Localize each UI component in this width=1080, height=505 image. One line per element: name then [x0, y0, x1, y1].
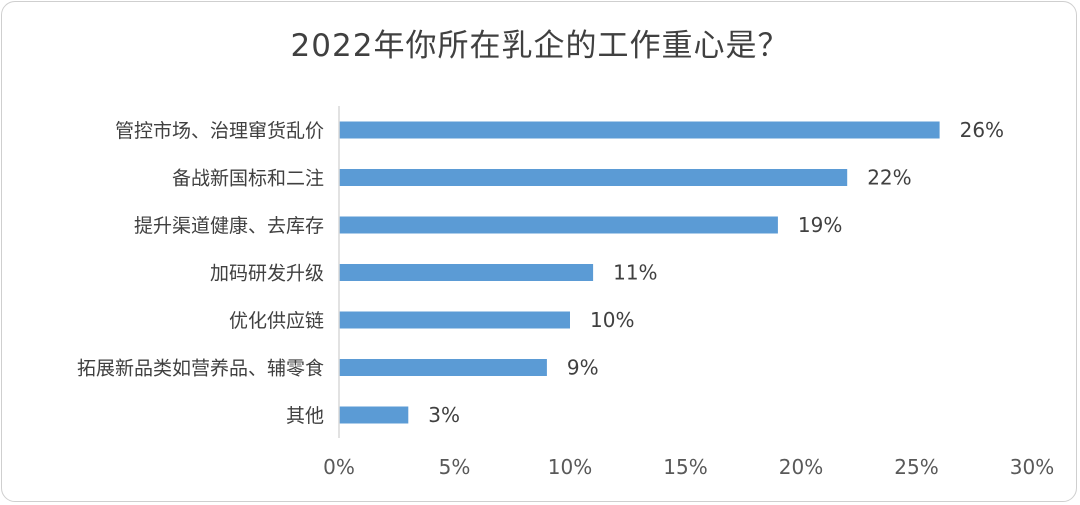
bar-6 — [339, 406, 409, 424]
value-label-6: 3% — [428, 403, 460, 427]
x-tick-label-5: 25% — [894, 455, 938, 479]
bar-4 — [339, 311, 570, 329]
bar-1 — [339, 169, 848, 186]
value-label-3: 11% — [613, 261, 657, 285]
bar-5 — [339, 359, 547, 376]
x-tick-label-6: 30% — [1010, 455, 1054, 479]
value-label-4: 10% — [590, 308, 634, 332]
chart-title: 2022年你所在乳企的工作重心是？ — [290, 28, 790, 64]
value-label-1: 22% — [867, 166, 911, 190]
bar-0 — [339, 121, 940, 139]
category-label-6: 其他 — [286, 405, 324, 427]
category-label-5: 拓展新品类如营养品、辅零食 — [77, 358, 324, 380]
value-label-5: 9% — [567, 356, 599, 380]
category-label-3: 加码研发升级 — [210, 263, 324, 285]
value-label-2: 19% — [798, 213, 842, 237]
category-label-4: 优化供应链 — [229, 310, 324, 332]
category-label-1: 备战新国标和二注 — [172, 168, 324, 190]
x-tick-label-4: 20% — [779, 455, 823, 479]
x-tick-label-0: 0% — [323, 455, 355, 479]
x-tick-label-3: 15% — [663, 455, 707, 479]
bar-3 — [339, 264, 594, 281]
category-label-0: 管控市场、治理窜货乱价 — [115, 120, 324, 142]
value-label-0: 26% — [960, 118, 1004, 142]
x-tick-label-1: 5% — [439, 455, 471, 479]
category-label-2: 提升渠道健康、去库存 — [134, 215, 324, 237]
bar-2 — [339, 216, 778, 234]
x-tick-label-2: 10% — [548, 455, 592, 479]
